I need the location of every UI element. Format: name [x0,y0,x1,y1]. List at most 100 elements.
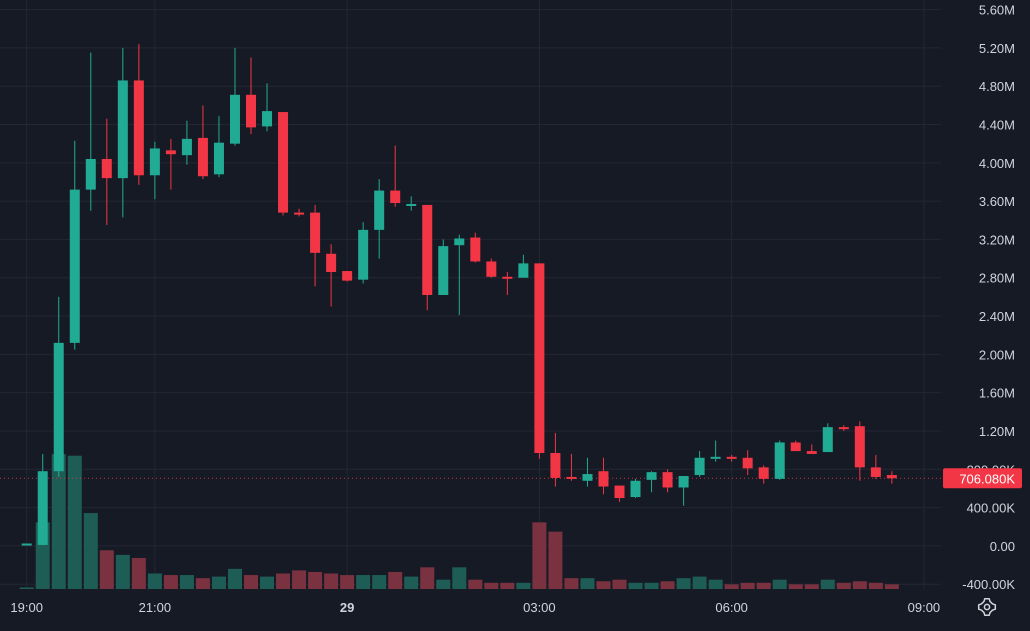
volume-bar [629,583,643,589]
x-tick-label: 29 [340,600,354,615]
candle [887,471,897,483]
x-tick-label: 06:00 [715,600,748,615]
candle-body [631,481,641,497]
candle [54,297,64,477]
candle [326,244,336,306]
volume-bar [484,583,498,589]
volume-bar [725,584,739,589]
volume-bar [821,580,835,589]
volume-bar [84,513,98,589]
candle-body [566,477,576,479]
volume-bar [260,577,274,589]
candle [598,458,608,494]
volume-bar [500,583,514,589]
candle-body [807,451,817,454]
candle [22,544,32,546]
candle-body [695,458,705,475]
candle [727,455,737,462]
volume-bar [436,580,450,589]
candle-body [502,277,512,279]
candle-body [406,204,416,206]
candle [807,444,817,454]
candle-body [534,263,544,453]
candle-body [70,190,80,343]
candle-body [598,471,608,486]
volume-bar [564,578,578,589]
y-tick-label: 4.00M [979,156,1015,171]
candle [502,272,512,295]
y-tick-label: 2.00M [979,347,1015,362]
candle [759,465,769,483]
candle-body [727,457,737,459]
volume-bar [677,578,691,589]
candle [454,235,464,315]
volume-bar [68,456,82,589]
candle [70,141,80,350]
volume-bar [468,580,482,589]
candle-body [294,213,304,215]
volume-bar [340,575,354,589]
candle-body [278,112,288,213]
candle-body [679,476,689,487]
y-tick-label: 2.80M [979,271,1015,286]
volume-bar [228,569,242,589]
candle-body [326,254,336,272]
candle [855,421,865,480]
candle-body [214,143,224,175]
candle-body [615,486,625,498]
candle [278,112,288,215]
volume-bar [532,522,546,589]
price-axis[interactable]: -400.00K0.00400.00K800.00K1.20M1.60M2.00… [962,3,1015,593]
volume-bar [276,574,290,590]
volume-bar [244,575,258,589]
volume-bar [388,572,402,589]
candle-body [486,261,496,276]
volume-bar [741,583,755,589]
candle [470,233,480,263]
time-axis[interactable]: 19:00 21:00 29 03:00 06:00 09:00 [10,600,940,615]
candle-body [743,458,753,469]
volume-bar [869,583,883,589]
candle [374,179,384,258]
volume-bar [420,567,434,589]
candle-body [230,95,240,144]
chart-settings-button[interactable] [979,599,996,616]
y-tick-label: 1.20M [979,424,1015,439]
candle [566,454,576,481]
candle-body [823,427,833,452]
candle-body [38,471,48,545]
current-price-tag: 706.080K [943,468,1022,488]
candle [486,259,496,278]
candle-body [454,238,464,245]
candle-body [86,159,96,190]
volume-bar [404,577,418,589]
y-tick-label: 3.20M [979,232,1015,247]
candle [406,196,416,210]
candle [438,239,448,295]
candle [102,119,112,225]
candle-body [871,467,881,477]
candle-body [134,80,144,175]
volume-bar [837,583,851,589]
candle [550,433,560,487]
candle [582,458,592,487]
candle-body [150,148,160,175]
y-tick-label: 4.80M [979,79,1015,94]
volume-bar [164,575,178,589]
candle-body [470,238,480,262]
volume-bar [709,580,723,589]
volume-bar [580,578,594,589]
candle [534,263,544,458]
candle [86,53,96,211]
candle [422,205,432,310]
gear-icon [979,599,996,616]
candle-body [342,271,352,281]
candle-body [358,230,368,280]
candle-body [663,472,673,487]
candle [711,441,721,462]
volume-bar [100,550,114,589]
volume-bar [693,577,707,589]
candle [823,423,833,452]
